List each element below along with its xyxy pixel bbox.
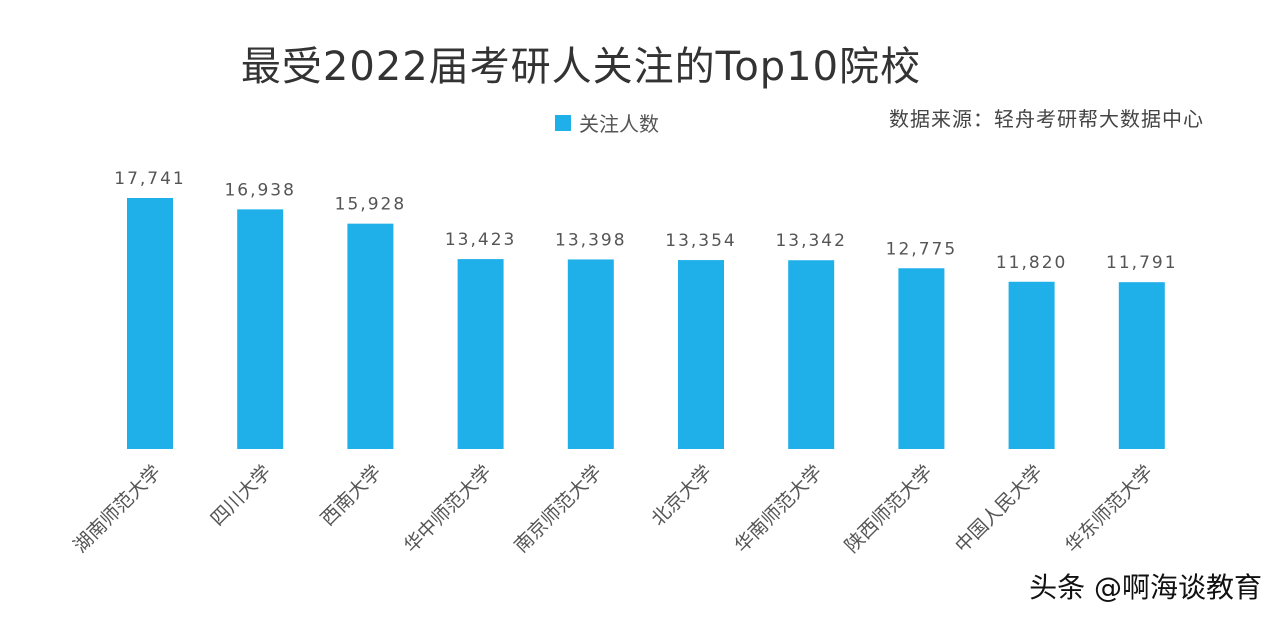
category-label-7: 陕西师范大学 — [841, 461, 937, 557]
bar-2 — [347, 223, 394, 449]
category-label-8: 中国人民大学 — [951, 461, 1047, 557]
category-label-1: 四川大学 — [206, 461, 275, 530]
bar-6 — [788, 260, 835, 449]
bar-7 — [898, 268, 945, 449]
bar-1 — [237, 209, 284, 449]
data-label-1: 16,938 — [224, 180, 295, 200]
data-label-6: 13,342 — [775, 231, 846, 251]
bar-4 — [567, 259, 614, 449]
category-label-3: 华中师范大学 — [400, 461, 496, 557]
bar-9 — [1118, 282, 1165, 449]
bar-8 — [1008, 281, 1055, 449]
source-note: 数据来源：轻舟考研帮大数据中心 — [889, 107, 1204, 131]
category-label-0: 湖南师范大学 — [69, 461, 165, 557]
category-label-4: 南京师范大学 — [510, 461, 606, 557]
data-label-2: 15,928 — [335, 195, 406, 215]
data-label-7: 12,775 — [886, 239, 957, 259]
data-label-5: 13,354 — [665, 231, 736, 251]
data-label-3: 13,423 — [445, 230, 516, 250]
category-label-2: 西南大学 — [317, 461, 386, 530]
legend-label: 关注人数 — [579, 112, 659, 136]
data-label-8: 11,820 — [996, 253, 1067, 273]
bar-3 — [457, 259, 504, 449]
data-label-9: 11,791 — [1106, 253, 1177, 273]
data-label-0: 17,741 — [114, 169, 185, 189]
data-label-4: 13,398 — [555, 230, 626, 250]
bar-0 — [127, 198, 173, 449]
legend: 关注人数 — [555, 108, 659, 137]
watermark: 头条 @啊海谈教育 — [1029, 571, 1262, 604]
category-label-9: 华东师范大学 — [1061, 461, 1157, 557]
category-label-6: 华南师范大学 — [731, 461, 827, 557]
category-label-5: 北京大学 — [647, 461, 716, 530]
chart-title: 最受2022届考研人关注的Top10院校 — [240, 44, 922, 90]
legend-swatch — [555, 114, 571, 131]
bar-5 — [678, 260, 724, 449]
